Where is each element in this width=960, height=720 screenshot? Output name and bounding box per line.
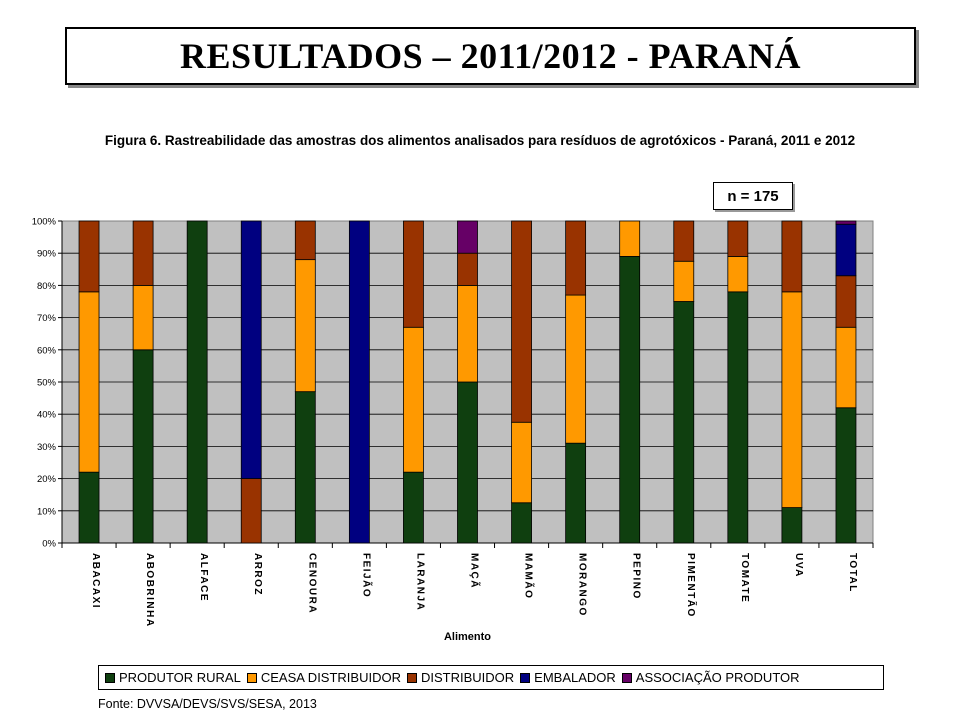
bar-segment — [240, 220, 262, 480]
bar-segment — [835, 275, 857, 328]
legend-item: ASSOCIAÇÃO PRODUTOR — [621, 670, 800, 685]
bar-segment — [457, 220, 478, 254]
slide-title-box: RESULTADOS – 2011/2012 - PARANÁ — [65, 27, 916, 85]
slide-title: RESULTADOS – 2011/2012 - PARANÁ — [180, 36, 801, 76]
bar-segment — [511, 220, 532, 423]
y-tick-label: 30% — [37, 442, 57, 453]
x-tick-label: MAÇÃ — [469, 553, 482, 589]
bar-segment — [727, 291, 749, 544]
bar-segment — [78, 471, 100, 544]
x-tick-label: ARROZ — [252, 553, 263, 596]
bar-segment — [403, 220, 424, 328]
legend-label: DISTRIBUIDOR — [420, 670, 515, 685]
bar-segment — [727, 220, 749, 257]
chart-legend: PRODUTOR RURAL CEASA DISTRIBUIDOR DISTRIBU… — [98, 665, 884, 690]
bar-segment — [511, 502, 532, 544]
legend-swatch — [621, 672, 632, 683]
bar-segment — [673, 260, 695, 302]
stacked-bar-chart: 0% 10% 20% 30% 40% 50% 60% 70% 80% 90% 100% ABACAXI… — [32, 217, 874, 643]
bar-segment — [294, 391, 316, 544]
legend-label: ASSOCIAÇÃO PRODUTOR — [635, 670, 800, 685]
bar-segment — [294, 220, 316, 261]
chart-title: Figura 6. Rastreabilidade das amostras d… — [104, 133, 856, 148]
bar-segment — [835, 223, 857, 277]
bar-segment — [565, 220, 587, 296]
bar-segment — [835, 326, 857, 409]
bar-segment — [132, 285, 154, 351]
x-tick-label: CENOURA — [306, 553, 317, 614]
bar-segment — [132, 220, 154, 286]
x-tick-label: PEPINO — [631, 553, 642, 600]
legend-item: PRODUTOR RURAL — [105, 670, 241, 685]
bar-segment — [673, 220, 695, 262]
bar-segment — [240, 478, 262, 544]
bar-segment — [78, 220, 100, 293]
legend-label: EMBALADOR — [534, 670, 616, 685]
y-tick-label: 0% — [42, 539, 56, 550]
y-tick-label: 20% — [37, 474, 57, 485]
bar-segment — [457, 381, 478, 544]
y-tick-label: 100% — [32, 217, 57, 228]
y-tick-label: 60% — [37, 345, 57, 356]
bar-segment — [186, 220, 208, 544]
bar-segment — [727, 256, 749, 293]
legend-swatch — [105, 672, 115, 683]
x-tick-label: UVA — [793, 553, 804, 578]
x-tick-label: FEIJÃO — [360, 553, 373, 598]
bar-segment — [294, 259, 316, 393]
legend-item: EMBALADOR — [520, 670, 616, 685]
legend-item: DISTRIBUIDOR — [406, 670, 515, 685]
y-tick-label: 90% — [37, 249, 57, 260]
bar-segment — [457, 252, 478, 286]
bar-segment — [673, 301, 695, 544]
x-tick-label: MORANGO — [577, 553, 588, 617]
source-note: Fonte: DVVSA/DEVS/SVS/SESA, 2013 — [98, 697, 317, 711]
x-tick-label: ABOBRINHA — [144, 553, 155, 628]
y-tick-label: 70% — [37, 313, 57, 324]
y-tick-label: 50% — [37, 378, 57, 389]
bar-segment — [835, 220, 857, 225]
bar-segment — [781, 507, 803, 544]
legend-swatch — [520, 672, 531, 683]
y-tick-label: 80% — [37, 281, 57, 292]
bar-segment — [511, 421, 532, 504]
bar-segment — [835, 407, 857, 544]
legend-swatch — [246, 672, 257, 683]
x-tick-label: LARANJA — [414, 553, 425, 611]
bar-segment — [619, 256, 641, 544]
legend-item: CEASA DISTRIBUIDOR — [246, 670, 401, 685]
legend-swatch — [406, 672, 417, 683]
legend-label: CEASA DISTRIBUIDOR — [260, 670, 401, 685]
bar-segment — [781, 291, 803, 508]
bar-segment — [403, 471, 424, 544]
bar-segment — [348, 220, 370, 544]
x-tick-label: TOTAL — [847, 553, 858, 593]
x-tick-label: TOMATE — [739, 553, 750, 603]
legend-label: PRODUTOR RURAL — [119, 670, 241, 685]
bar-segment — [565, 294, 587, 444]
bar-segment — [457, 285, 478, 383]
bar-segment — [781, 220, 803, 293]
x-tick-label: ABACAXI — [90, 553, 101, 609]
x-tick-label: ALFACE — [198, 553, 209, 602]
bar-segment — [403, 326, 424, 473]
x-tick-label: MAMÃO — [523, 553, 536, 599]
x-axis-label: Alimento — [444, 631, 491, 643]
bar-segment — [132, 349, 154, 544]
bar-segment — [565, 442, 587, 544]
sample-size-annotation: n = 175 — [713, 182, 793, 210]
bar-segment — [619, 220, 641, 257]
y-tick-label: 40% — [37, 410, 57, 421]
x-tick-label: PIMENTÃO — [685, 553, 698, 618]
y-tick-label: 10% — [37, 506, 57, 517]
bar-segment — [78, 291, 100, 473]
